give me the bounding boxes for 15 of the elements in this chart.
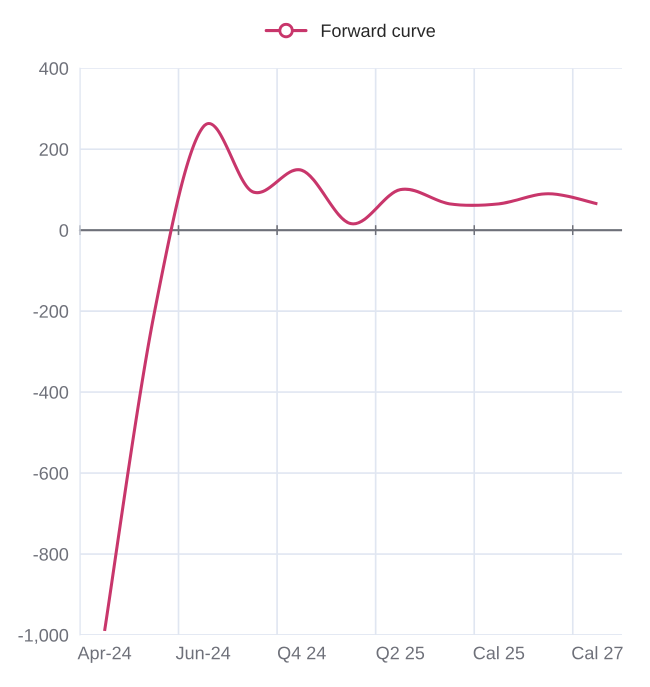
y-tick-label: -800 xyxy=(34,548,68,561)
x-tick-label: Cal 25 xyxy=(474,646,524,660)
x-tick-label: Cal 27 xyxy=(572,646,623,660)
x-tick-label: Q4 24 xyxy=(278,646,326,663)
x-tick-label: Apr-24 xyxy=(78,646,132,663)
x-tick-label: Jun-24 xyxy=(176,646,230,660)
y-tick-label: -1,000 xyxy=(18,628,68,644)
y-tick-label: 400 xyxy=(39,62,68,75)
y-tick-label: -200 xyxy=(34,305,68,318)
legend-label: Forward curve xyxy=(322,24,435,38)
y-tick-label: 200 xyxy=(40,143,68,156)
y-tick-label: -400 xyxy=(34,386,68,399)
x-tick-label: Q2 25 xyxy=(376,646,424,663)
y-tick-label: -600 xyxy=(34,466,68,480)
y-tick-label: 0 xyxy=(60,224,68,237)
